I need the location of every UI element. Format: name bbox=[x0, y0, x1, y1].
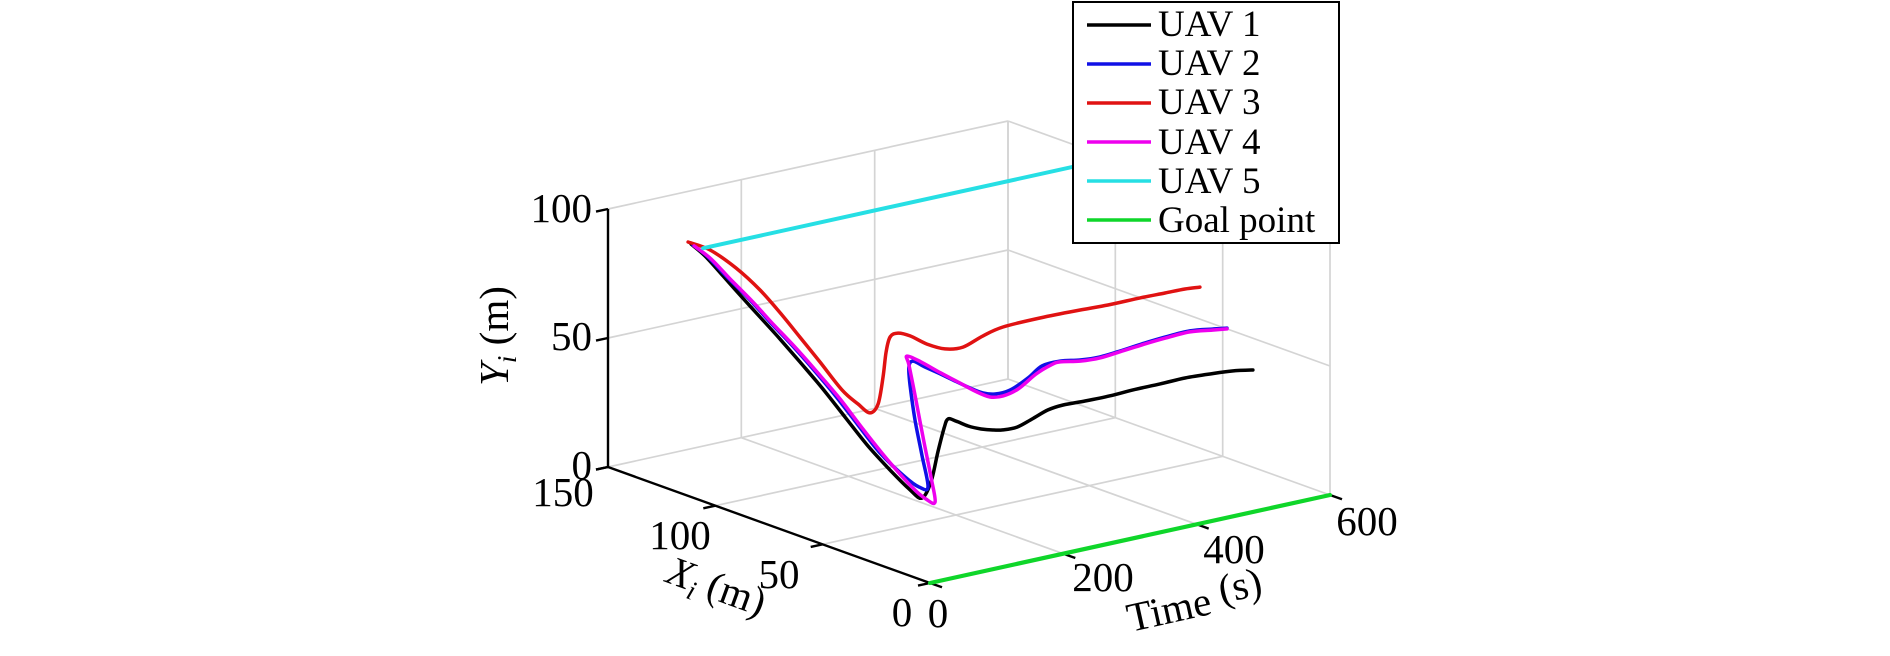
time-axis-tick-200: 200 bbox=[1072, 554, 1134, 600]
goal-point-line-swatch bbox=[1087, 218, 1151, 223]
legend-label-uav2: UAV 2 bbox=[1158, 43, 1261, 85]
legend-label-goal-point: Goal point bbox=[1158, 199, 1316, 241]
grid-rightwall-y50 bbox=[1007, 249, 1331, 367]
uav-1-trajectory bbox=[689, 242, 1255, 501]
legend: UAV 1 UAV 2 UAV 3 UAV 4 UAV 5 Goal point bbox=[1072, 1, 1340, 244]
uav3-line-swatch bbox=[1087, 101, 1151, 105]
legend-item-goal-point: Goal point bbox=[1074, 201, 1338, 239]
legend-label-uav5: UAV 5 bbox=[1158, 160, 1261, 202]
x-axis-title: Xi (m) bbox=[657, 546, 772, 629]
time-axis-tick-mark bbox=[1329, 493, 1343, 501]
y-axis-tick-0: 0 bbox=[572, 442, 593, 488]
x-axis-tick-mark bbox=[703, 504, 716, 510]
legend-label-uav1: UAV 1 bbox=[1158, 4, 1261, 46]
legend-item-uav5: UAV 5 bbox=[1074, 162, 1338, 200]
grid-floor-x150 bbox=[607, 378, 1009, 468]
y-axis-tick-100: 100 bbox=[531, 185, 593, 231]
uav-5-trajectory bbox=[701, 158, 1106, 251]
x-axis-tick-mark bbox=[595, 465, 609, 471]
legend-item-uav3: UAV 3 bbox=[1074, 84, 1338, 122]
x-axis-tick-0: 0 bbox=[892, 589, 913, 635]
legend-label-uav3: UAV 3 bbox=[1158, 82, 1261, 124]
time-axis-tick-600: 600 bbox=[1336, 498, 1398, 544]
y-axis-tick-mark bbox=[595, 207, 609, 213]
x-axis-tick-150: 150 bbox=[532, 469, 594, 515]
uav4-line-swatch bbox=[1087, 140, 1151, 144]
legend-item-uav2: UAV 2 bbox=[1074, 45, 1338, 83]
legend-label-uav4: UAV 4 bbox=[1158, 121, 1261, 163]
grid-floor-x100 bbox=[715, 416, 1116, 507]
grid-leftwall-y50 bbox=[607, 249, 1009, 339]
x-axis-tick-50: 50 bbox=[759, 551, 800, 597]
x-axis-line bbox=[607, 465, 931, 585]
legend-item-uav4: UAV 4 bbox=[1074, 123, 1338, 161]
x-axis-tick-100: 100 bbox=[649, 512, 711, 558]
uav-3-trajectory bbox=[686, 240, 1202, 415]
time-axis-tick-400: 400 bbox=[1203, 526, 1265, 572]
grid-floor-x50 bbox=[822, 455, 1223, 546]
time-axis-title: Time (s) bbox=[1121, 558, 1268, 641]
grid-floor-t200 bbox=[741, 436, 1064, 555]
x-axis-tick-mark bbox=[810, 543, 823, 549]
grid-lines bbox=[607, 120, 1331, 555]
grid-leftwall-y100 bbox=[607, 120, 1009, 210]
y-axis-tick-mark bbox=[595, 336, 609, 342]
uav5-line-swatch bbox=[1087, 179, 1151, 184]
y-axis-title: Yi (m) bbox=[471, 286, 522, 386]
time-axis-tick-0: 0 bbox=[928, 590, 949, 636]
legend-item-uav1: UAV 1 bbox=[1074, 6, 1338, 44]
uav1-line-swatch bbox=[1087, 22, 1151, 27]
grid-floor-t400 bbox=[874, 407, 1197, 526]
uav-2-trajectory bbox=[691, 243, 1229, 492]
trajectory-curves bbox=[686, 158, 1333, 586]
uav2-line-swatch bbox=[1087, 61, 1151, 66]
y-axis-tick-50: 50 bbox=[551, 313, 592, 359]
uav-4-trajectory bbox=[692, 244, 1229, 506]
grid-floor-t600 bbox=[1007, 378, 1331, 496]
goal-point-trajectory bbox=[927, 492, 1333, 586]
